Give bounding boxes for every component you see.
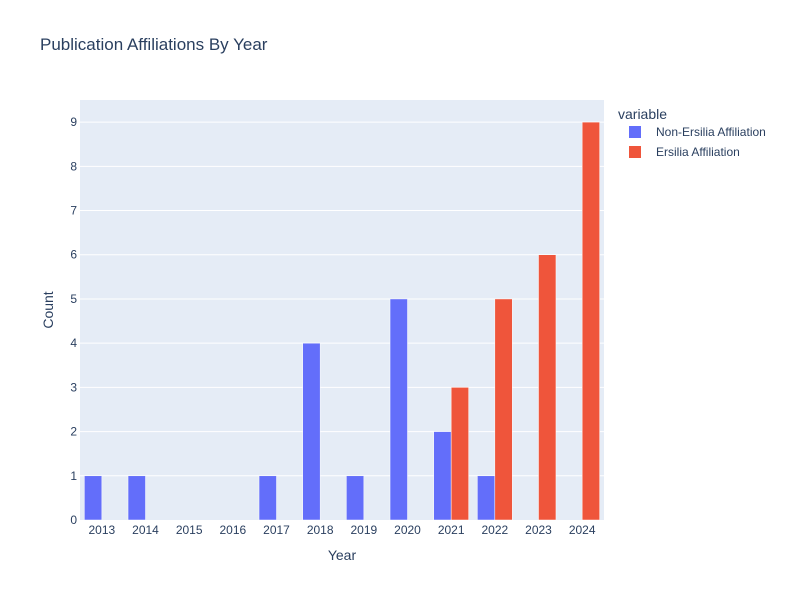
bar-non-ersilia-2022[interactable] (477, 475, 496, 521)
legend-swatch[interactable] (629, 146, 641, 158)
x-tick-label: 2014 (132, 523, 159, 537)
y-tick-label: 6 (70, 248, 77, 262)
bar-non-ersilia-2013[interactable] (84, 475, 103, 521)
x-tick-label: 2020 (394, 523, 421, 537)
y-tick-label: 4 (70, 336, 77, 350)
bar-non-ersilia-2020[interactable] (389, 298, 408, 521)
bar-ersilia-2021[interactable] (450, 387, 469, 521)
legend-label[interactable]: Ersilia Affiliation (656, 145, 740, 159)
bar-non-ersilia-2014[interactable] (127, 475, 146, 521)
x-tick-label: 2019 (350, 523, 377, 537)
y-tick-label: 9 (70, 115, 77, 129)
y-tick-label: 7 (70, 204, 77, 218)
x-tick-label: 2018 (307, 523, 334, 537)
y-axis-ticks: 0 1 2 3 4 5 6 7 8 9 (70, 115, 77, 527)
x-tick-label: 2021 (438, 523, 465, 537)
y-tick-label: 8 (70, 159, 77, 173)
x-axis-title: Year (328, 547, 357, 563)
bar-non-ersilia-2017[interactable] (258, 475, 277, 521)
bar-non-ersilia-2018[interactable] (302, 342, 321, 521)
bars (84, 121, 600, 521)
chart-title: Publication Affiliations By Year (40, 35, 268, 54)
legend[interactable]: variable Non-Ersilia Affiliation Ersilia … (618, 106, 766, 159)
y-axis-title: Count (40, 291, 56, 328)
bar-non-ersilia-2019[interactable] (346, 475, 365, 521)
legend-swatch[interactable] (629, 126, 641, 138)
bar-non-ersilia-2021[interactable] (433, 431, 452, 521)
gridlines (80, 121, 604, 477)
bar-ersilia-2023[interactable] (538, 254, 557, 521)
x-tick-label: 2016 (219, 523, 246, 537)
x-tick-label: 2023 (525, 523, 552, 537)
x-axis-ticks: 2013 2014 2015 2016 2017 2018 2019 2020 2021 2022… (88, 523, 595, 537)
x-tick-label: 2015 (176, 523, 203, 537)
y-tick-label: 3 (70, 380, 77, 394)
y-tick-label: 0 (70, 513, 77, 527)
x-tick-label: 2017 (263, 523, 290, 537)
bar-ersilia-2022[interactable] (494, 298, 513, 521)
plot-area (80, 100, 604, 520)
x-tick-label: 2024 (569, 523, 596, 537)
bar-ersilia-2024[interactable] (581, 121, 600, 521)
legend-title: variable (618, 106, 667, 122)
legend-label[interactable]: Non-Ersilia Affiliation (656, 125, 766, 139)
x-tick-label: 2022 (481, 523, 508, 537)
x-tick-label: 2013 (88, 523, 115, 537)
y-tick-label: 1 (70, 469, 77, 483)
y-tick-label: 5 (70, 292, 77, 306)
y-tick-label: 2 (70, 425, 77, 439)
